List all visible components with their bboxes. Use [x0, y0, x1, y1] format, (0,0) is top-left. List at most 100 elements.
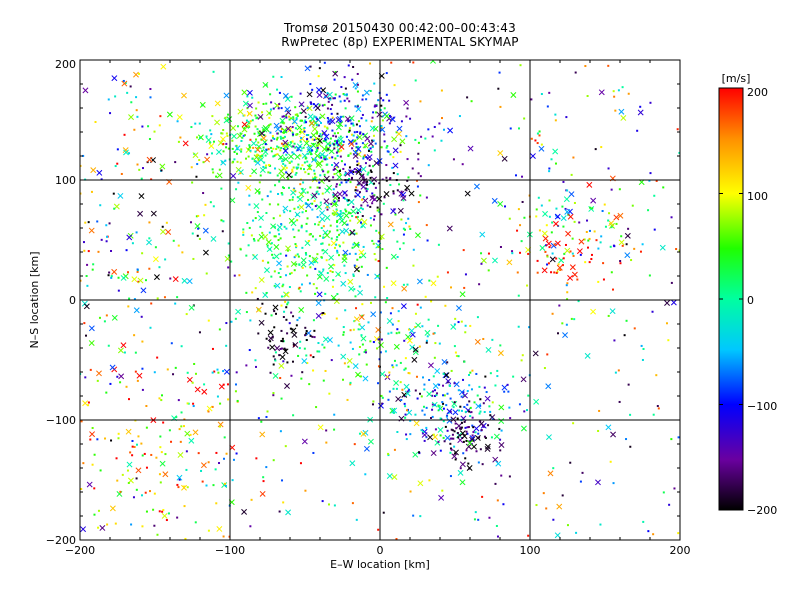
scatter-point: [283, 135, 286, 138]
scatter-point: [613, 95, 616, 98]
scatter-point: [326, 206, 329, 209]
scatter-point: [373, 215, 376, 218]
scatter-point: [466, 390, 469, 393]
scatter-point: [319, 133, 322, 136]
scatter-point: [295, 245, 298, 248]
scatter-point: [259, 225, 262, 228]
scatter-point: [409, 117, 412, 120]
scatter-point: [338, 169, 341, 172]
scatter-point: [278, 354, 281, 357]
scatter-point-x: [356, 134, 363, 141]
scatter-point-x: [194, 223, 201, 230]
scatter-point: [464, 410, 467, 413]
scatter-point: [496, 535, 499, 538]
scatter-point-x: [576, 248, 583, 255]
scatter-point-x: [326, 184, 333, 191]
scatter-point: [326, 149, 329, 152]
scatter-point: [197, 227, 200, 230]
scatter-point: [315, 117, 318, 120]
scatter-point: [458, 409, 461, 412]
scatter-point: [362, 157, 365, 160]
scatter-point: [277, 229, 280, 232]
scatter-point: [378, 231, 381, 234]
scatter-point: [281, 160, 284, 163]
scatter-point: [252, 146, 255, 149]
scatter-point: [309, 334, 312, 337]
scatter-point-x: [201, 388, 208, 395]
scatter-point: [363, 350, 366, 353]
scatter-point: [80, 488, 83, 491]
scatter-point: [114, 95, 117, 98]
scatter-point: [131, 242, 134, 245]
scatter-point: [210, 133, 213, 136]
scatter-point: [191, 381, 194, 384]
scatter-point-x: [315, 312, 322, 319]
scatter-point-x: [257, 113, 264, 120]
scatter-point: [657, 407, 660, 410]
scatter-point: [335, 238, 338, 241]
scatter-point-x: [451, 400, 458, 407]
scatter-point: [131, 439, 134, 442]
scatter-point-x: [466, 439, 473, 446]
scatter-point-x: [281, 127, 288, 134]
scatter-point: [364, 162, 367, 165]
scatter-point: [336, 236, 339, 239]
scatter-point: [393, 84, 396, 87]
scatter-point-x: [216, 526, 223, 532]
scatter-point: [288, 322, 291, 325]
scatter-point-x: [146, 239, 152, 246]
scatter-point: [85, 275, 88, 278]
colorbar-tick-label: 0: [747, 294, 754, 307]
scatter-point: [500, 474, 503, 477]
scatter-point-x: [605, 424, 612, 431]
scatter-point: [571, 237, 574, 240]
scatter-point: [342, 241, 345, 244]
scatter-point: [595, 239, 598, 242]
scatter-point: [265, 84, 268, 87]
scatter-point-x: [202, 227, 209, 234]
scatter-point: [133, 128, 136, 131]
scatter-point: [331, 142, 334, 145]
scatter-point: [268, 112, 271, 115]
scatter-point: [352, 273, 355, 276]
scatter-point: [206, 153, 209, 156]
scatter-point-x: [192, 429, 199, 436]
scatter-point: [254, 359, 257, 362]
scatter-point: [312, 319, 315, 322]
scatter-point: [197, 214, 200, 217]
scatter-point: [279, 130, 282, 133]
scatter-point: [427, 318, 430, 321]
scatter-point: [259, 174, 262, 177]
scatter-point-x: [348, 199, 355, 205]
scatter-point: [641, 243, 644, 246]
scatter-point: [487, 269, 490, 272]
scatter-point-x: [311, 256, 318, 263]
scatter-point: [350, 178, 353, 181]
scatter-point: [91, 268, 94, 271]
scatter-point: [269, 190, 272, 193]
scatter-point-x: [361, 219, 368, 225]
scatter-point: [237, 181, 240, 184]
scatter-point: [117, 289, 120, 292]
scatter-point: [407, 388, 410, 391]
scatter-point: [326, 208, 329, 211]
scatter-point: [348, 178, 351, 181]
scatter-point: [553, 271, 556, 274]
scatter-point: [140, 177, 143, 180]
scatter-point: [83, 322, 86, 325]
scatter-point-x: [403, 383, 410, 390]
scatter-point-x: [214, 119, 221, 126]
scatter-point: [162, 421, 165, 424]
scatter-point-x: [336, 191, 343, 198]
scatter-point: [323, 173, 326, 176]
scatter-point: [351, 502, 354, 505]
scatter-point: [289, 272, 292, 275]
scatter-point: [377, 528, 380, 531]
scatter-point: [385, 93, 388, 96]
scatter-point: [284, 164, 287, 167]
scatter-point: [174, 366, 177, 369]
scatter-point: [383, 140, 386, 143]
scatter-point: [475, 450, 478, 453]
scatter-point: [354, 189, 357, 192]
scatter-point: [339, 145, 342, 148]
